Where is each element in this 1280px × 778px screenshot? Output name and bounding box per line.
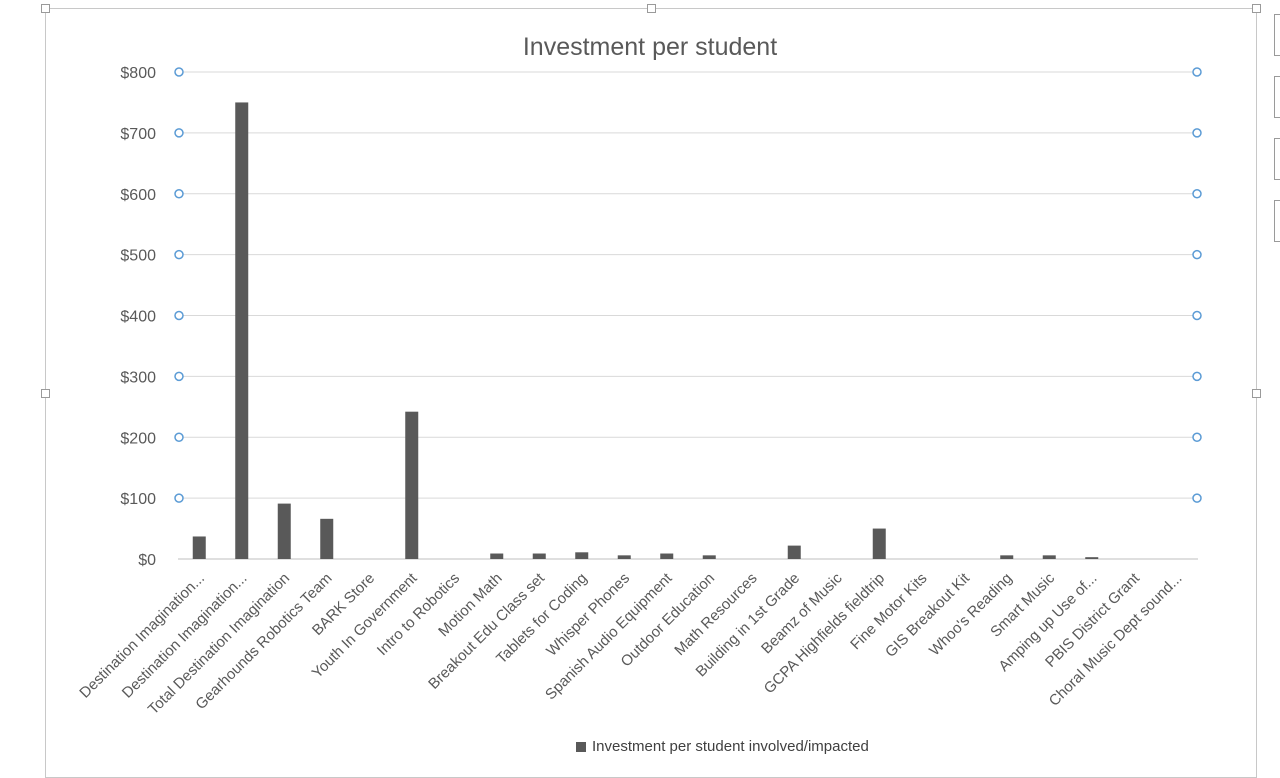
gridline-selection-handle-left[interactable] [174, 128, 184, 138]
gridline-selection-handle-right[interactable] [1192, 371, 1202, 382]
bar[interactable] [1085, 557, 1099, 559]
bar[interactable] [277, 503, 291, 559]
gridline-selection-handle-left[interactable] [174, 67, 184, 77]
y-tick-label: $800 [120, 65, 156, 82]
legend-swatch [576, 742, 586, 752]
gridline-selection-handle-left[interactable] [174, 432, 184, 442]
bar[interactable] [192, 536, 206, 559]
legend-label: Investment per student involved/impacted [592, 738, 869, 755]
bar[interactable] [532, 553, 546, 559]
bar[interactable] [575, 552, 589, 559]
y-tick-label: $400 [120, 309, 156, 326]
bar[interactable] [405, 411, 419, 559]
bar[interactable] [1000, 555, 1014, 559]
chart-layout-button[interactable] [1274, 200, 1280, 242]
bar[interactable] [617, 555, 631, 559]
bar[interactable] [1042, 555, 1056, 559]
gridline-selection-handle-right[interactable] [1192, 249, 1202, 260]
y-tick-label: $200 [120, 430, 156, 447]
chart-styles-button[interactable] [1274, 76, 1280, 118]
gridline-selection-handle-right[interactable] [1192, 493, 1202, 503]
y-tick-label: $0 [138, 552, 156, 569]
gridline-selection-handle-left[interactable] [174, 371, 184, 382]
gridline-selection-handle-left[interactable] [174, 249, 184, 260]
bar[interactable] [235, 102, 249, 559]
bar[interactable] [702, 555, 716, 559]
gridline-selection-handle-right[interactable] [1192, 189, 1202, 199]
resize-handle-top-left[interactable] [41, 4, 50, 13]
gridline-selection-handle-right[interactable] [1192, 67, 1202, 77]
bar[interactable] [872, 528, 886, 559]
resize-handle-right[interactable] [1252, 389, 1261, 398]
gridline-selection-handle-right[interactable] [1192, 128, 1202, 138]
y-tick-label: $100 [120, 491, 156, 508]
y-tick-label: $300 [120, 369, 156, 386]
resize-handle-top[interactable] [647, 4, 656, 13]
gridline-selection-handle-left[interactable] [174, 189, 184, 199]
gridline-selection-handle-left[interactable] [174, 310, 184, 321]
bar[interactable] [787, 545, 801, 559]
y-tick-label: $500 [120, 248, 156, 265]
resize-handle-left[interactable] [41, 389, 50, 398]
chart-title: Investment per student [523, 33, 777, 61]
y-tick-label: $600 [120, 187, 156, 204]
gridline-selection-handle-right[interactable] [1192, 310, 1202, 321]
y-tick-label: $700 [120, 126, 156, 143]
legend[interactable]: Investment per student involved/impacted [576, 738, 869, 755]
bar[interactable] [320, 518, 334, 559]
bar[interactable] [490, 553, 504, 559]
gridline-selection-handle-left[interactable] [174, 493, 184, 503]
resize-handle-top-right[interactable] [1252, 4, 1261, 13]
chart-elements-button[interactable] [1274, 14, 1280, 56]
gridline-selection-handle-right[interactable] [1192, 432, 1202, 442]
chart-filters-button[interactable] [1274, 138, 1280, 180]
bar[interactable] [660, 553, 674, 559]
